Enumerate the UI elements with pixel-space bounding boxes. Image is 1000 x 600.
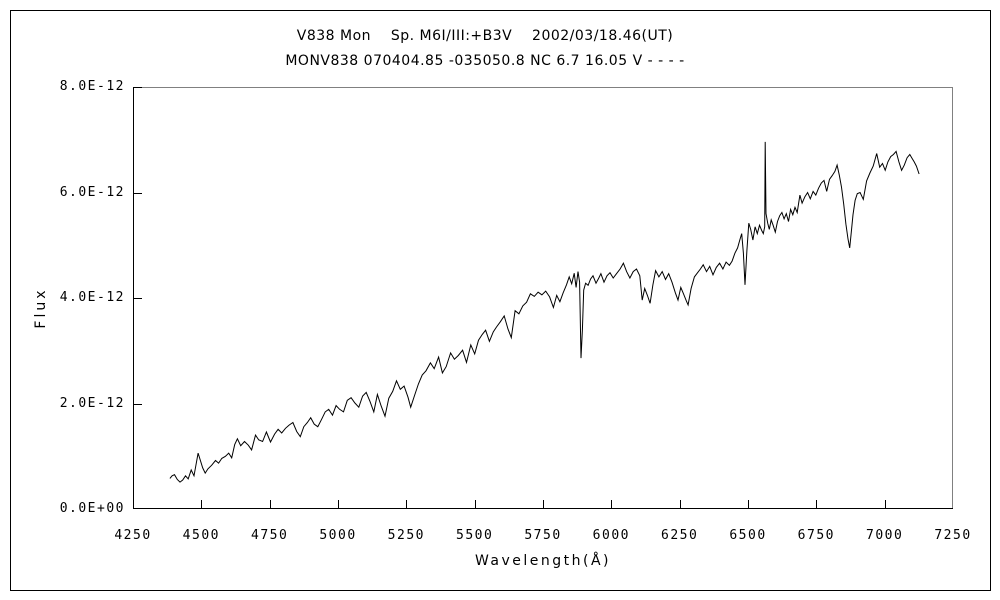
x-tick-label: 4250 xyxy=(114,528,152,543)
x-tick-label: 7000 xyxy=(866,528,904,543)
chart-subtitle: MONV838 070404.85 -035050.8 NC 6.7 16.05… xyxy=(285,53,685,69)
x-tick-label: 7250 xyxy=(934,528,972,543)
chart-title: V838 Mon Sp. M6I/III:+B3V 2002/03/18.46(… xyxy=(296,28,674,44)
y-tick-label: 0.0E+00 xyxy=(59,501,125,516)
x-tick-label: 5750 xyxy=(524,528,562,543)
x-axis-title: Wavelength(Å) xyxy=(474,553,612,569)
y-axis-title: Flux xyxy=(33,287,49,329)
x-tick-label: 5250 xyxy=(387,528,425,543)
x-tick-label: 5500 xyxy=(456,528,494,543)
spectrum-line xyxy=(169,141,920,483)
x-tick-label: 4500 xyxy=(182,528,220,543)
x-tick-label: 6250 xyxy=(661,528,699,543)
x-tick-label: 4750 xyxy=(251,528,289,543)
x-tick-label: 6500 xyxy=(729,528,767,543)
x-tick-label: 6000 xyxy=(592,528,630,543)
y-tick-label: 2.0E-12 xyxy=(59,395,125,411)
y-tick-label: 8.0E-12 xyxy=(59,79,125,94)
plot-area xyxy=(133,87,953,509)
figure-border xyxy=(10,10,991,591)
x-tick-label: 5000 xyxy=(319,528,357,543)
y-tick-label: 4.0E-12 xyxy=(59,290,125,305)
x-tick-label: 6750 xyxy=(797,528,835,543)
y-tick-label: 6.0E-12 xyxy=(59,184,125,200)
